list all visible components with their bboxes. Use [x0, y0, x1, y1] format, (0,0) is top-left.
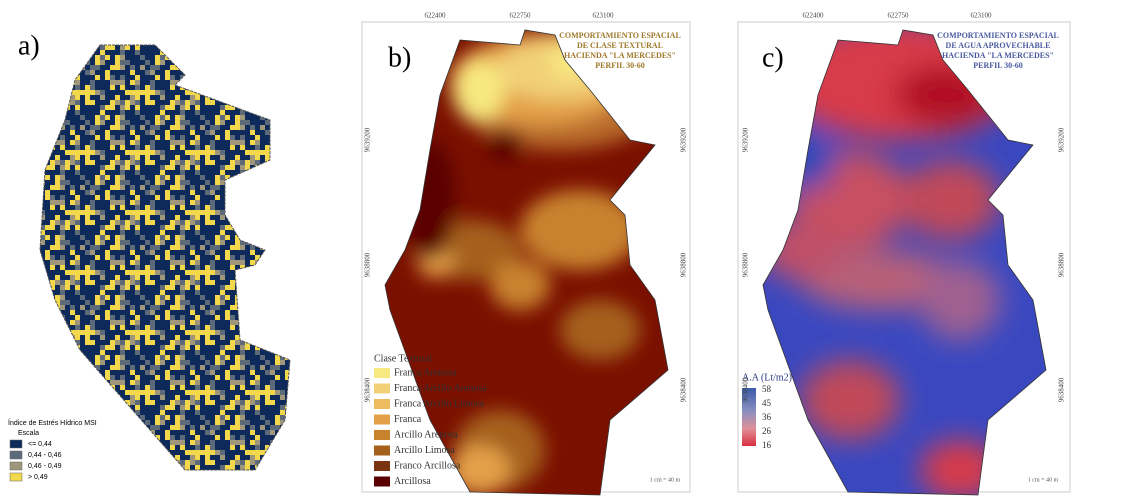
y-coordinate: 9638400 — [364, 377, 372, 402]
legend-swatch — [374, 477, 390, 487]
map-title: DE CLASE TEXTURAL — [577, 41, 663, 50]
water-map — [750, 20, 1060, 500]
legend-value: 36 — [762, 412, 772, 422]
legend-label: 0,44 - 0,46 — [28, 452, 62, 459]
legend-label: Franca — [394, 414, 422, 425]
legend-label: Franca Arcillo Limosa — [394, 398, 485, 409]
y-coordinate: 9638800 — [742, 252, 750, 277]
legend-swatch — [374, 446, 390, 456]
y-coordinate: 9638800 — [1058, 252, 1066, 277]
y-coordinate: 9639200 — [364, 127, 372, 152]
legend-swatch — [10, 440, 22, 448]
legend-label: 0,46 - 0,49 — [28, 463, 62, 470]
legend-swatch — [374, 384, 390, 394]
legend-title: Clase Textural — [374, 353, 432, 364]
legend-label: Franco Arcillosa — [394, 460, 461, 471]
x-coordinate: 623100 — [593, 12, 615, 20]
legend-swatch — [374, 415, 390, 425]
legend-swatch — [10, 451, 22, 459]
panel-label: c) — [762, 42, 784, 73]
map-title: HACIENDA "LA MERCEDES" — [942, 51, 1054, 60]
map-title: PERFIL 30-60 — [595, 61, 645, 70]
y-coordinate: 9638400 — [1058, 377, 1066, 402]
y-coordinate: 9639200 — [742, 127, 750, 152]
x-coordinate: 622400 — [425, 12, 447, 20]
scale-text: 1 cm = 40 m — [650, 477, 681, 483]
panel-label: b) — [388, 42, 411, 73]
map-title: PERFIL 30-60 — [973, 61, 1023, 70]
legend-label: Arcillo Limosa — [394, 445, 455, 456]
legend-value: 16 — [762, 440, 772, 450]
legend-swatch — [10, 462, 22, 470]
map-title: DE AGUA APROVECHABLE — [946, 41, 1051, 50]
map-title: COMPORTAMIENTO ESPACIAL — [559, 31, 681, 40]
y-coordinate: 9638400 — [680, 377, 688, 402]
legend-label: > 0,49 — [28, 474, 48, 481]
legend-swatch — [374, 399, 390, 409]
legend-swatch — [374, 368, 390, 378]
panel-label: a) — [18, 30, 40, 61]
legend-swatch — [374, 461, 390, 471]
legend-title: Índice de Estrés Hídrico MSI — [8, 418, 97, 427]
y-coordinate: 9638800 — [364, 252, 372, 277]
x-coordinate: 623100 — [971, 12, 993, 20]
scale-text: 1 cm = 40 m — [1028, 477, 1059, 483]
legend-value: 26 — [762, 426, 772, 436]
y-coordinate: 9639200 — [1058, 127, 1066, 152]
legend-label: Arcillosa — [394, 476, 431, 487]
legend-value: 58 — [762, 384, 772, 394]
map-title: COMPORTAMIENTO ESPACIAL — [937, 31, 1059, 40]
legend-label: Franca Arcillo Arenosa — [394, 383, 487, 394]
legend-label: Franca Arenosa — [394, 367, 457, 378]
y-coordinate: 9638800 — [680, 252, 688, 277]
y-coordinate: 9638400 — [742, 377, 750, 402]
msi-legend: Índice de Estrés Hídrico MSI Escala — [8, 418, 97, 437]
x-coordinate: 622400 — [803, 12, 825, 20]
legend-label: Arcillo Arenosa — [394, 429, 458, 440]
map-title: HACIENDA "LA MERCEDES" — [564, 51, 676, 60]
y-coordinate: 9639200 — [680, 127, 688, 152]
x-coordinate: 622750 — [510, 12, 532, 20]
legend-value: 45 — [762, 398, 772, 408]
figure: a) Índice de Estrés Hídrico MSI Escala b… — [0, 0, 1137, 502]
legend-swatch — [374, 430, 390, 440]
legend-subtitle: Escala — [18, 430, 39, 437]
msi-map — [40, 45, 290, 470]
x-coordinate: 622750 — [888, 12, 910, 20]
legend-label: <= 0,44 — [28, 441, 52, 448]
page: a) Índice de Estrés Hídrico MSI Escala b… — [0, 0, 1137, 502]
legend-swatch — [10, 473, 22, 481]
